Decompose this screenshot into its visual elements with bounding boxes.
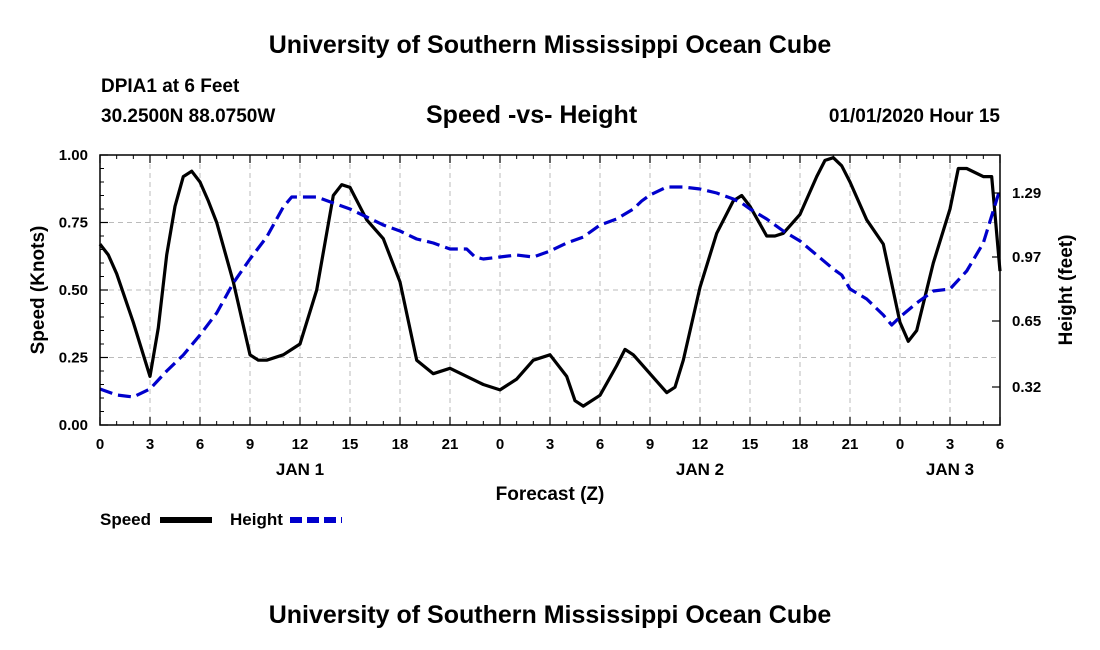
day-label: JAN 3	[926, 460, 974, 479]
x-tick-label: 0	[896, 436, 904, 453]
speed-series-line	[98, 156, 1002, 408]
x-tick-label: 21	[442, 436, 459, 453]
y-left-tick-label: 1.00	[59, 147, 88, 164]
legend-speed-label: Speed	[100, 510, 151, 529]
x-tick-label: 18	[792, 436, 809, 453]
y-right-tick-label: 0.32	[1012, 379, 1041, 396]
y-right-tick-label: 1.29	[1012, 185, 1041, 202]
y-left-tick-label: 0.50	[59, 282, 88, 299]
day-labels: JAN 1 JAN 2 JAN 3	[276, 460, 974, 479]
x-tick-label: 15	[742, 436, 759, 453]
y-axis-left: 0.00 0.25 0.50 0.75 1.00	[59, 147, 108, 434]
x-tick-label: 12	[692, 436, 709, 453]
y-left-tick-label: 0.00	[59, 417, 88, 434]
x-tick-label: 0	[496, 436, 504, 453]
datetime-label: 01/01/2020 Hour 15	[828, 106, 1000, 127]
x-tick-label: 3	[146, 436, 154, 453]
x-tick-label: 9	[646, 436, 654, 453]
day-label: JAN 1	[276, 460, 324, 479]
x-axis: 0 3 6 9 12 15 18 21 0 3 6 9 12 15 18 21 0 3 6	[96, 155, 1004, 453]
y-axis-right-title: Height (feet)	[1056, 235, 1077, 346]
y-right-tick-label: 0.65	[1012, 313, 1041, 330]
x-tick-label: 6	[196, 436, 204, 453]
x-tick-label: 15	[342, 436, 359, 453]
y-axis-right: 0.32 0.65 0.97 1.29	[992, 185, 1041, 396]
footer-title: University of Southern Mississippi Ocean…	[268, 601, 832, 629]
legend: Speed Height	[100, 510, 342, 529]
height-series-line	[99, 185, 1002, 399]
legend-height-label: Height	[230, 510, 283, 529]
grid-lines	[100, 155, 1000, 425]
y-right-tick-label: 0.97	[1012, 249, 1041, 266]
x-tick-label: 3	[946, 436, 954, 453]
x-tick-label: 0	[96, 436, 104, 453]
x-tick-label: 9	[246, 436, 254, 453]
x-tick-label: 18	[392, 436, 409, 453]
y-left-tick-label: 0.75	[59, 215, 88, 232]
x-tick-label: 12	[292, 436, 309, 453]
series-lines	[98, 156, 1002, 408]
y-axis-left-title: Speed (Knots)	[28, 226, 49, 355]
page-title: University of Southern Mississippi Ocean…	[268, 31, 832, 59]
x-tick-label: 6	[596, 436, 604, 453]
x-axis-title: Forecast (Z)	[496, 484, 605, 505]
x-tick-label: 3	[546, 436, 554, 453]
y-left-tick-label: 0.25	[59, 350, 88, 367]
coordinates-label: 30.2500N 88.0750W	[101, 106, 276, 127]
chart-title: Speed -vs- Height	[426, 101, 638, 129]
day-label: JAN 2	[676, 460, 724, 479]
station-label: DPIA1 at 6 Feet	[101, 76, 240, 97]
x-tick-label: 21	[842, 436, 859, 453]
x-tick-label: 6	[996, 436, 1004, 453]
